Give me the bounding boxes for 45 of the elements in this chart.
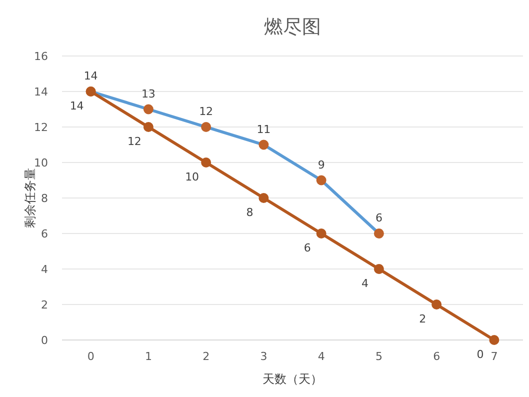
- point: [143, 122, 154, 132]
- y-tick-label: 12: [34, 121, 48, 134]
- point: [258, 140, 269, 150]
- x-tick-label: 5: [375, 350, 382, 363]
- data-label: 9: [318, 158, 325, 172]
- data-label: 4: [361, 277, 368, 290]
- point: [201, 122, 212, 132]
- data-label: 14: [70, 100, 84, 112]
- data-label: 6: [375, 212, 382, 224]
- y-tick-label: 14: [34, 86, 48, 98]
- point: [143, 104, 154, 114]
- x-tick-label: 1: [144, 350, 152, 363]
- x-tick-label: 6: [433, 350, 440, 363]
- data-label: 12: [199, 105, 214, 118]
- x-tick-label: 2: [202, 350, 210, 363]
- x-axis-title: 天数（天）: [262, 372, 322, 386]
- point: [316, 228, 326, 238]
- point: [316, 175, 326, 186]
- data-label: 8: [246, 206, 254, 219]
- data-label: 14: [84, 70, 98, 82]
- x-tick-label: 4: [318, 350, 325, 363]
- y-tick-label: 4: [41, 263, 48, 276]
- y-tick-label: 2: [41, 298, 48, 312]
- data-label: 12: [127, 135, 142, 148]
- x-tick-label: 7: [490, 350, 498, 363]
- data-label: 2: [419, 312, 426, 326]
- chart-title: 燃尽图: [264, 16, 321, 38]
- data-label: 6: [304, 242, 311, 254]
- point: [201, 158, 212, 168]
- x-tick-label: 0: [87, 350, 94, 363]
- data-label: 13: [141, 87, 156, 100]
- point: [258, 193, 269, 203]
- point: [374, 228, 384, 238]
- y-axis-title: 剩余任务量: [23, 168, 37, 228]
- y-tick-label: 0: [41, 334, 48, 347]
- y-tick-label: 8: [41, 192, 48, 205]
- point: [432, 300, 442, 310]
- data-label: 10: [185, 170, 200, 184]
- x-tick-label: 3: [260, 350, 268, 363]
- y-tick-label: 6: [41, 228, 48, 240]
- point: [374, 264, 384, 274]
- y-tick-label: 10: [34, 156, 48, 170]
- data-label: 11: [256, 122, 271, 136]
- point: [489, 335, 500, 345]
- y-tick-label: 16: [34, 50, 48, 63]
